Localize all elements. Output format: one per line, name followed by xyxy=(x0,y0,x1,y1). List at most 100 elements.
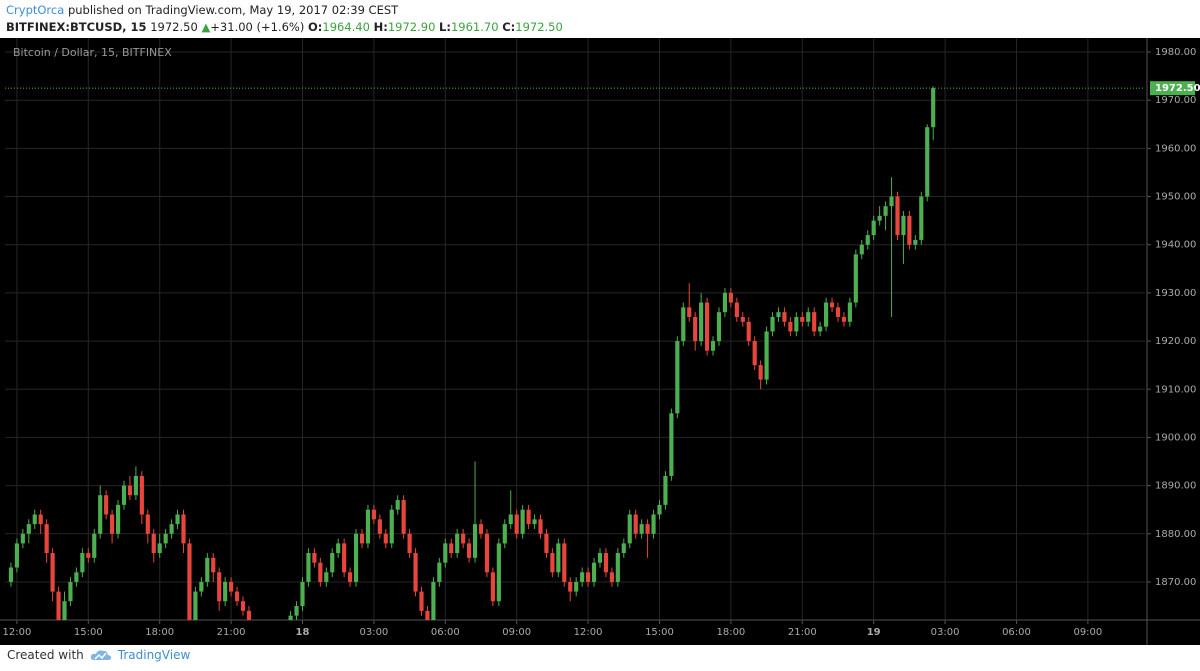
y-tick-label: 1960.00 xyxy=(1155,143,1196,154)
candle-body xyxy=(609,572,614,582)
candle-body xyxy=(841,316,847,322)
change: +31.00 (+1.6%) xyxy=(210,20,305,34)
candle-body xyxy=(615,553,620,582)
candle-body xyxy=(324,572,329,582)
candle-body xyxy=(484,533,490,573)
candle-body xyxy=(693,316,698,342)
candle-body xyxy=(234,591,240,602)
candle-body xyxy=(240,601,246,611)
candle-body xyxy=(871,220,876,236)
candle-body xyxy=(526,509,531,525)
candle-body xyxy=(651,514,656,534)
last-price-box xyxy=(1150,81,1195,96)
candle-body xyxy=(586,572,591,582)
candle-body xyxy=(32,514,37,525)
candle-body xyxy=(556,543,561,573)
ohlc-key: L: xyxy=(439,20,451,34)
ohlc-key: C: xyxy=(502,20,516,34)
x-tick-label: 09:00 xyxy=(1073,627,1102,638)
brand[interactable]: TradingView xyxy=(117,648,191,662)
candle-body xyxy=(901,215,906,236)
candle-body xyxy=(413,553,418,592)
y-tick-label: 1900.00 xyxy=(1155,432,1196,443)
candle-body xyxy=(699,302,704,342)
candle-body xyxy=(681,307,686,342)
candle-body xyxy=(163,533,168,544)
candle-body xyxy=(496,543,501,602)
candle-body xyxy=(597,553,603,563)
author[interactable]: CryptOrca xyxy=(6,3,65,17)
candle-body xyxy=(98,495,103,534)
x-tick-label: 03:00 xyxy=(359,627,388,638)
candle-body xyxy=(359,533,365,544)
ohlc-key: O: xyxy=(308,20,323,34)
candle-body xyxy=(229,581,234,592)
candle-body xyxy=(812,312,817,332)
candle-body xyxy=(74,572,79,582)
candle-body xyxy=(806,312,811,322)
candle-body xyxy=(550,553,555,573)
published: published on TradingView.com, May 19, 20… xyxy=(67,3,399,17)
candle-body xyxy=(574,581,579,592)
candle-body xyxy=(639,524,644,534)
candle-body xyxy=(859,244,864,255)
candle-body xyxy=(115,504,121,534)
candle-body xyxy=(38,514,43,525)
axes: 1870.00 1880.00 1890.00 1900.00 1910.00 1920.… xyxy=(2,47,1200,638)
x-tick-label: 15:00 xyxy=(645,627,674,638)
arrow: ▲ xyxy=(201,20,211,34)
candle-body xyxy=(419,591,424,611)
candle-body xyxy=(514,514,519,534)
y-tick-label: 1980.00 xyxy=(1155,47,1196,58)
candle-body xyxy=(8,567,14,582)
x-tick-label: 18:00 xyxy=(716,627,745,638)
candle-body xyxy=(205,557,210,582)
candle-body xyxy=(508,514,513,525)
candle-body xyxy=(788,321,793,332)
candle-body xyxy=(127,485,133,496)
candle-body xyxy=(520,509,525,534)
candle-body xyxy=(449,543,454,554)
candle-body xyxy=(746,321,751,342)
candle-body xyxy=(532,519,537,525)
candle-body xyxy=(181,514,186,544)
candle-body xyxy=(847,302,852,322)
candle-body xyxy=(931,88,936,128)
x-tick-label: 09:00 xyxy=(502,627,531,638)
header: CryptOrca published on TradingView.com, … xyxy=(6,2,563,36)
ohlc-value: 1972.90 xyxy=(387,20,436,34)
x-tick-label: 15:00 xyxy=(74,627,103,638)
y-tick-label: 1940.00 xyxy=(1155,240,1196,251)
candle-body xyxy=(758,365,763,380)
candle-body xyxy=(288,615,293,620)
candle-body xyxy=(193,591,198,620)
candle-body xyxy=(365,509,371,544)
candle-body xyxy=(657,504,662,515)
candle-body xyxy=(591,562,597,582)
candle-body xyxy=(853,254,858,303)
x-tick-label: 03:00 xyxy=(931,627,960,638)
header-line: CryptOrca published on TradingView.com, … xyxy=(6,2,563,19)
candle-body xyxy=(175,514,180,525)
x-tick-label: 06:00 xyxy=(1002,627,1031,638)
ohlc-key: H: xyxy=(373,20,388,34)
candle-body xyxy=(722,292,728,313)
candle-body xyxy=(782,312,787,322)
candle-body xyxy=(472,524,478,558)
candle-body xyxy=(133,475,138,496)
x-tick-label: 12:00 xyxy=(574,627,603,638)
candle-body xyxy=(907,215,912,245)
candle-body xyxy=(187,543,192,620)
x-tick-label: 12:00 xyxy=(2,627,31,638)
candle-body xyxy=(223,581,228,602)
candle-body xyxy=(913,239,918,245)
candle-body xyxy=(407,533,412,554)
candle-body xyxy=(895,196,900,236)
candle-body xyxy=(348,572,353,582)
candle-body xyxy=(145,514,150,534)
x-tick-label: 18 xyxy=(296,627,310,638)
candle-body xyxy=(621,543,626,554)
candle-body xyxy=(829,302,835,308)
candle-body xyxy=(300,581,305,607)
